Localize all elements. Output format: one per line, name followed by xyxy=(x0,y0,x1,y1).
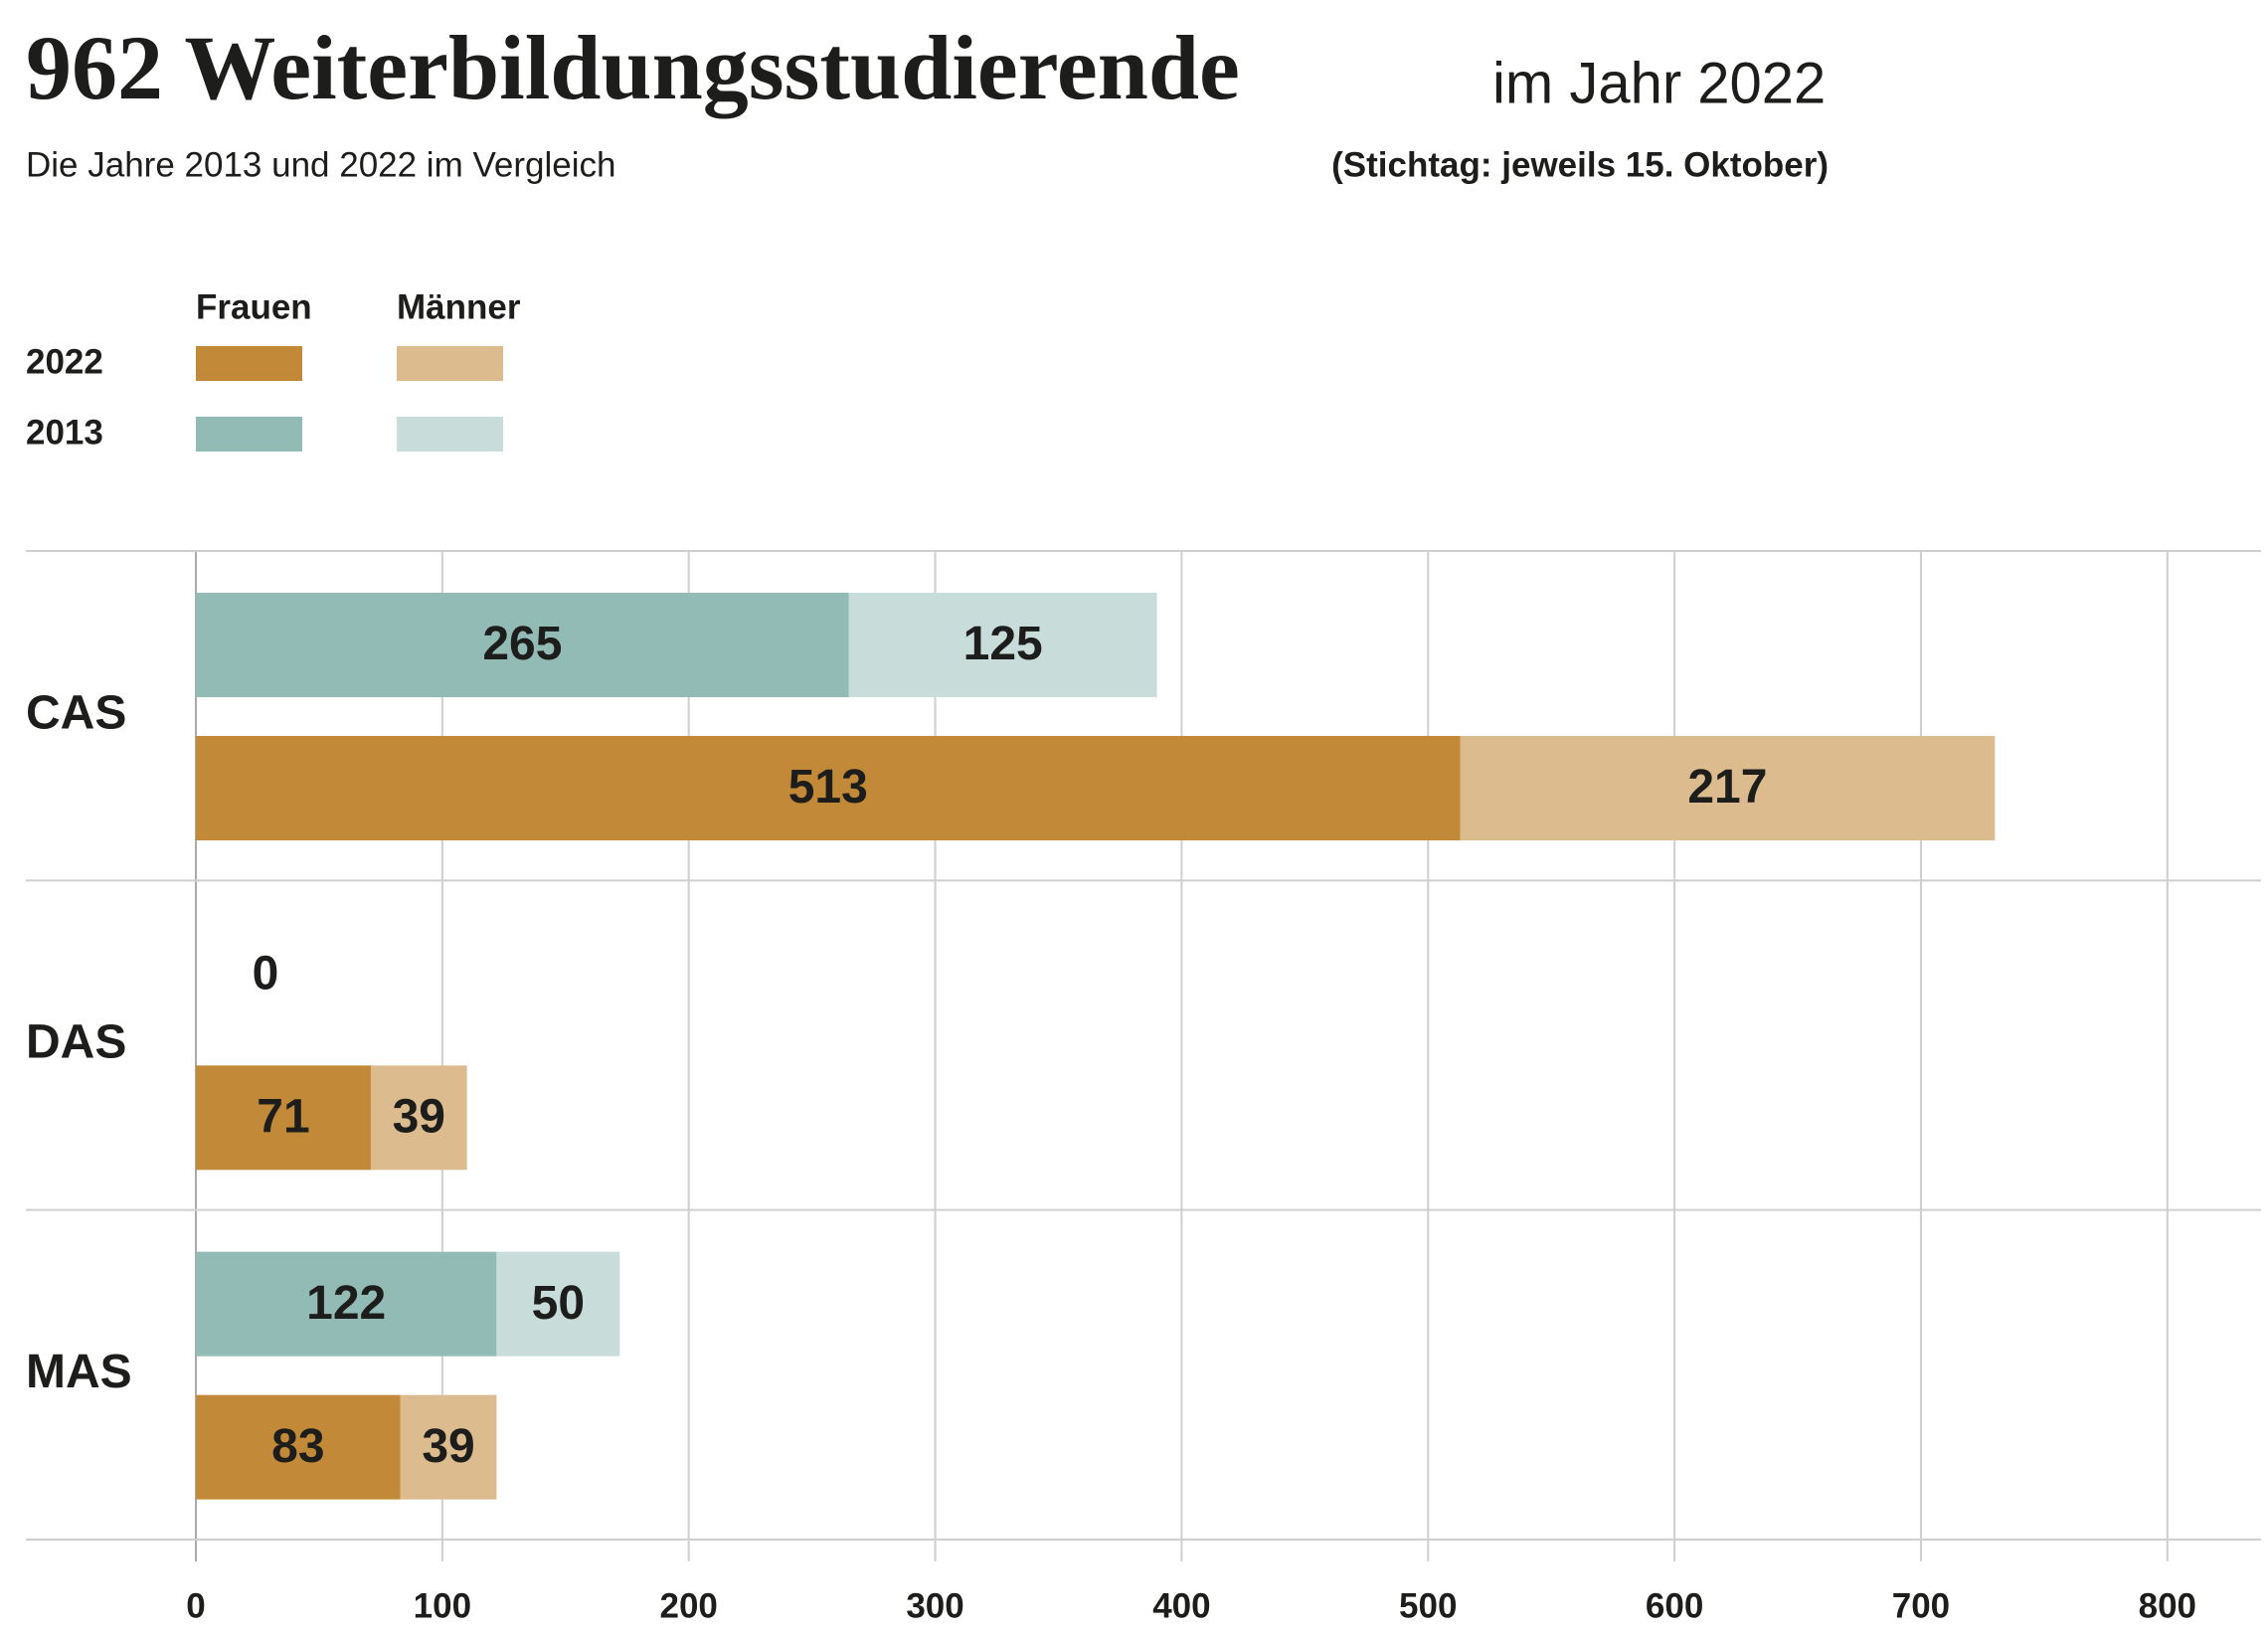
legend-column-label: Männer xyxy=(397,287,521,326)
x-tick-label: 700 xyxy=(1892,1586,1950,1625)
bar-segment xyxy=(196,1394,401,1500)
bar-segment xyxy=(496,1251,620,1357)
bar-segment xyxy=(196,1251,497,1357)
x-tick-label: 100 xyxy=(414,1586,471,1625)
data-label: 217 xyxy=(1687,761,1767,814)
subtitle: Die Jahre 2013 und 2022 im Vergleich xyxy=(26,145,615,184)
category-label: MAS xyxy=(26,1346,132,1398)
category-label: CAS xyxy=(26,686,126,739)
bar-segment xyxy=(848,593,1157,697)
data-label: 71 xyxy=(257,1091,309,1144)
category-label: DAS xyxy=(26,1016,126,1069)
x-tick-label: 300 xyxy=(906,1586,963,1625)
legend-swatch xyxy=(397,417,503,452)
bar-segment xyxy=(196,593,849,697)
x-tick-label: 200 xyxy=(660,1586,718,1625)
chart-title: 962 Weiterbildungsstudierende xyxy=(26,17,1240,118)
bar-segment xyxy=(196,1065,371,1171)
x-tick-label: 800 xyxy=(2139,1586,2196,1625)
data-label: 83 xyxy=(271,1420,324,1473)
x-tick-label: 600 xyxy=(1646,1586,1703,1625)
legend-swatch xyxy=(196,417,302,452)
data-label: 39 xyxy=(393,1091,445,1144)
data-label: 39 xyxy=(422,1420,474,1473)
legend-swatch xyxy=(196,346,302,381)
data-label: 122 xyxy=(306,1277,386,1330)
legend-column-label: Frauen xyxy=(196,287,312,326)
bar-segment xyxy=(370,1065,467,1171)
data-label: 513 xyxy=(788,761,868,814)
bar-segment xyxy=(400,1394,497,1500)
data-label: 265 xyxy=(482,618,562,670)
bar-segment xyxy=(196,736,1461,840)
x-tick-label: 500 xyxy=(1399,1586,1457,1625)
data-label: 0 xyxy=(253,948,279,1000)
legend-swatch xyxy=(397,346,503,381)
legend-row-label: 2013 xyxy=(26,413,103,452)
note: (Stichtag: jeweils 15. Oktober) xyxy=(1331,145,1829,184)
data-label: 50 xyxy=(532,1277,585,1330)
bar-segment xyxy=(1460,736,1996,840)
data-label: 125 xyxy=(963,618,1043,670)
x-tick-label: 400 xyxy=(1152,1586,1210,1625)
chart-title-suffix: im Jahr 2022 xyxy=(1492,51,1826,115)
x-tick-label: 0 xyxy=(186,1586,205,1625)
legend-row-label: 2022 xyxy=(26,342,103,381)
